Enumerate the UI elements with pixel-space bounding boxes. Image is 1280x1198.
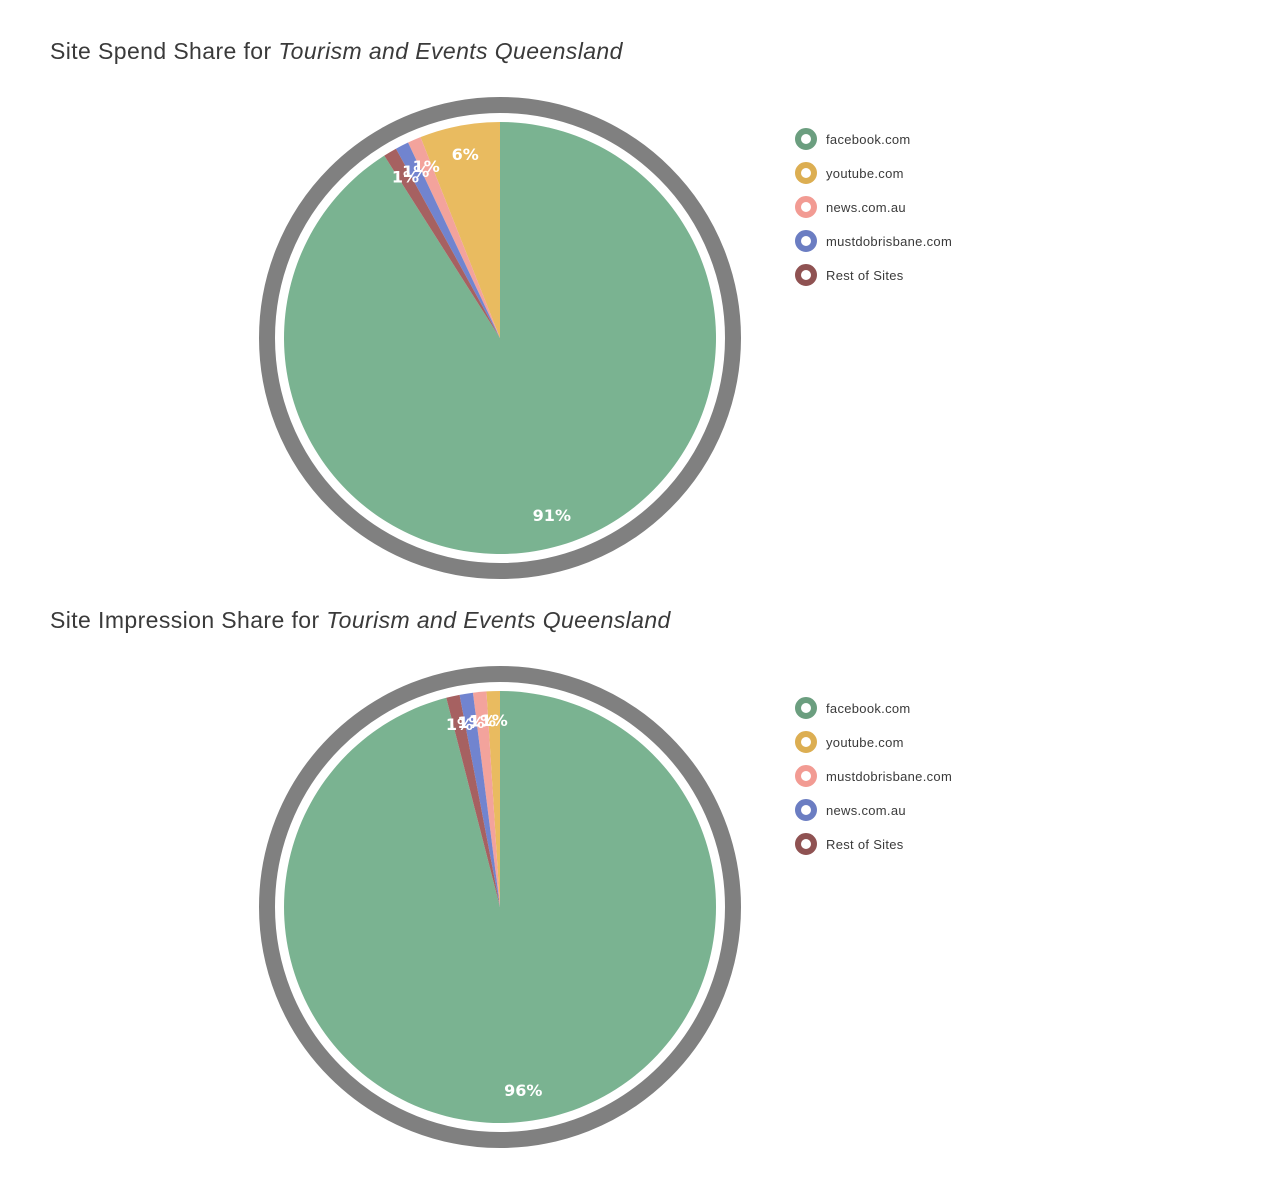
legend-marker-icon [795, 230, 817, 252]
legend-marker-icon [795, 196, 817, 218]
legend-item-mustdobrisbane-com[interactable]: mustdobrisbane.com [795, 224, 952, 258]
spend-share-title: Site Spend Share for Tourism and Events … [50, 38, 623, 65]
pie-slice-mustdobrisbane-com[interactable] [395, 142, 500, 338]
pie-slice-label-news-com-au: 1% [457, 713, 484, 732]
legend-marker-icon [795, 833, 817, 855]
legend-item-mustdobrisbane-com[interactable]: mustdobrisbane.com [795, 759, 952, 793]
pie-slice-youtube-com[interactable] [486, 691, 500, 907]
legend-label: news.com.au [826, 199, 906, 215]
legend-label: mustdobrisbane.com [826, 768, 953, 784]
legend-item-news-com-au[interactable]: news.com.au [795, 190, 952, 224]
legend-marker-icon [795, 128, 817, 150]
pie-slice-rest-of-sites[interactable] [446, 694, 500, 907]
pie-slice-label-youtube-com: 1% [481, 711, 508, 730]
impression-share-title: Site Impression Share for Tourism and Ev… [50, 607, 671, 634]
pie-slice-label-mustdobrisbane-com: 1% [469, 712, 496, 731]
legend-label: facebook.com [826, 131, 911, 147]
pie-slice-youtube-com[interactable] [420, 122, 500, 338]
legend-marker-icon [795, 162, 817, 184]
pie-slice-news-com-au[interactable] [408, 137, 500, 338]
pie-slice-label-youtube-com: 6% [452, 145, 479, 164]
impression-share-legend: facebook.com youtube.com mustdobrisbane.co… [795, 691, 952, 861]
spend-share-pie: 91% 6% 1%1%1% [259, 97, 741, 579]
title-prefix: Site Spend Share for [50, 38, 279, 64]
legend-item-news-com-au[interactable]: news.com.au [795, 793, 952, 827]
legend-label: youtube.com [826, 734, 904, 750]
title-org: Tourism and Events Queensland [326, 607, 671, 633]
pie-slice-label-facebook-com: 96% [504, 1081, 542, 1100]
pie-slice-mustdobrisbane-com[interactable] [472, 691, 500, 907]
legend-item-rest-of-sites[interactable]: Rest of Sites [795, 827, 952, 861]
legend-label: mustdobrisbane.com [826, 233, 953, 249]
pie-outer-ring [259, 666, 741, 1148]
legend-label: facebook.com [826, 700, 911, 716]
legend-marker-icon [795, 697, 817, 719]
legend-marker-icon [795, 731, 817, 753]
pie-slice-label-mustdobrisbane-com: 1% [402, 162, 429, 181]
pie-slice-facebook-com[interactable] [284, 122, 717, 554]
legend-label: Rest of Sites [826, 267, 904, 283]
spend-share-section: Site Spend Share for Tourism and Events … [0, 0, 1280, 579]
legend-item-youtube-com[interactable]: youtube.com [795, 156, 952, 190]
pie-slice-news-com-au[interactable] [459, 692, 500, 907]
legend-marker-icon [795, 799, 817, 821]
impression-share-pie: 96%1%1%1%1% [259, 666, 741, 1148]
title-org: Tourism and Events Queensland [278, 38, 623, 64]
legend-item-facebook-com[interactable]: facebook.com [795, 691, 952, 725]
legend-marker-icon [795, 765, 817, 787]
legend-item-youtube-com[interactable]: youtube.com [795, 725, 952, 759]
legend-marker-icon [795, 264, 817, 286]
pie-slice-label-rest-of-sites: 1% [446, 715, 473, 734]
pie-slice-label-news-com-au: 1% [413, 157, 440, 176]
pie-outer-ring [259, 97, 741, 579]
legend-label: youtube.com [826, 165, 904, 181]
legend-label: Rest of Sites [826, 836, 904, 852]
legend-item-facebook-com[interactable]: facebook.com [795, 122, 952, 156]
title-prefix: Site Impression Share for [50, 607, 327, 633]
impression-share-section: Site Impression Share for Tourism and Ev… [0, 569, 1280, 1148]
pie-slice-facebook-com[interactable] [284, 691, 717, 1123]
pie-slice-label-facebook-com: 91% [533, 506, 571, 525]
spend-share-legend: facebook.com youtube.com news.com.au mustdo… [795, 122, 952, 292]
pie-slice-rest-of-sites[interactable] [384, 148, 500, 338]
legend-label: news.com.au [826, 802, 906, 818]
legend-item-rest-of-sites[interactable]: Rest of Sites [795, 258, 952, 292]
pie-slice-label-rest-of-sites: 1% [392, 168, 419, 187]
